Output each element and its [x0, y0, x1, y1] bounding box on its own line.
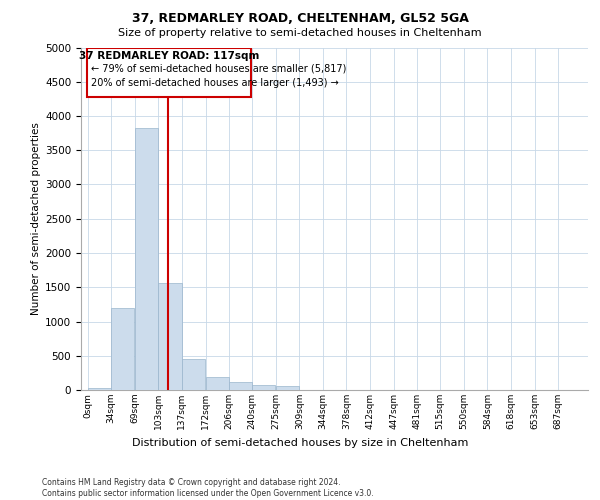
Text: ← 79% of semi-detached houses are smaller (5,817): ← 79% of semi-detached houses are smalle… — [91, 63, 347, 73]
Bar — [182, 359, 205, 390]
Text: 20% of semi-detached houses are larger (1,493) →: 20% of semi-detached houses are larger (… — [91, 78, 339, 88]
Text: Contains HM Land Registry data © Crown copyright and database right 2024.
Contai: Contains HM Land Registry data © Crown c… — [42, 478, 374, 498]
Bar — [276, 386, 299, 390]
Bar — [158, 283, 182, 390]
Bar — [206, 377, 229, 390]
Y-axis label: Number of semi-detached properties: Number of semi-detached properties — [31, 122, 41, 315]
Bar — [252, 385, 275, 390]
FancyBboxPatch shape — [87, 48, 251, 97]
Bar — [135, 128, 158, 390]
Bar — [229, 382, 252, 390]
Text: 37 REDMARLEY ROAD: 117sqm: 37 REDMARLEY ROAD: 117sqm — [79, 51, 259, 61]
Text: Size of property relative to semi-detached houses in Cheltenham: Size of property relative to semi-detach… — [118, 28, 482, 38]
Text: Distribution of semi-detached houses by size in Cheltenham: Distribution of semi-detached houses by … — [132, 438, 468, 448]
Text: 37, REDMARLEY ROAD, CHELTENHAM, GL52 5GA: 37, REDMARLEY ROAD, CHELTENHAM, GL52 5GA — [131, 12, 469, 24]
Bar — [88, 388, 111, 390]
Bar — [111, 308, 134, 390]
